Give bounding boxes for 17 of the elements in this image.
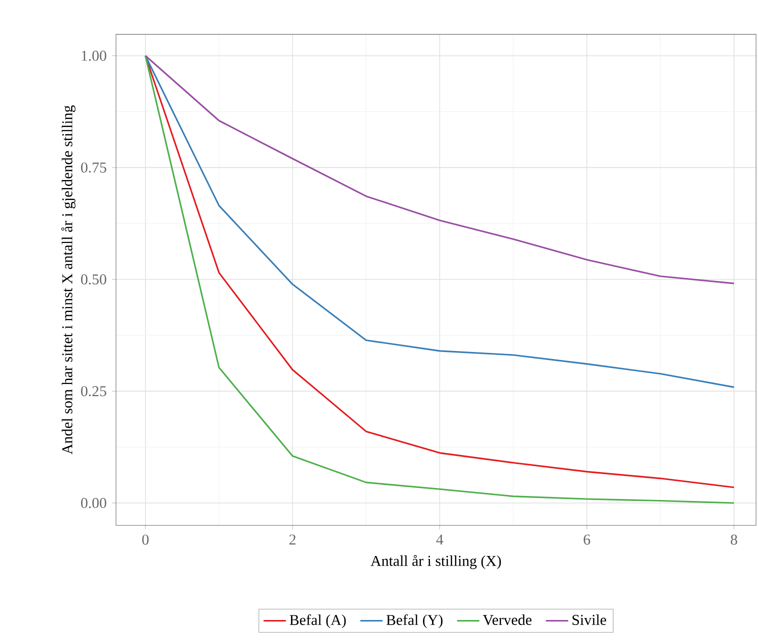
y-tick-label: 0.75 — [81, 162, 106, 173]
y-tick-label: 0.00 — [81, 498, 106, 508]
x-tick-label: 4 — [436, 534, 444, 544]
legend-label: Befal (A) — [290, 614, 346, 628]
y-tick-label: 1.00 — [82, 50, 106, 61]
legend-label: Vervede — [482, 614, 532, 626]
line-series — [144, 54, 735, 284]
x-tick-label: 2 — [289, 534, 296, 544]
y-axis-title: Andel som har sittet i minst X antall år i gjeldende stilling — [61, 105, 76, 454]
x-tick-label: 8 — [730, 534, 738, 545]
legend-label: Befal (Y) — [386, 614, 443, 628]
x-tick-label: 6 — [584, 534, 590, 545]
legend-label: Sivile — [572, 614, 606, 625]
y-tick-label: 0.50 — [81, 274, 106, 284]
y-tick-label: 0.25 — [81, 386, 106, 396]
x-tick-label: 0 — [142, 534, 149, 545]
x-axis-title: Antall år i stilling (X) — [370, 554, 501, 570]
